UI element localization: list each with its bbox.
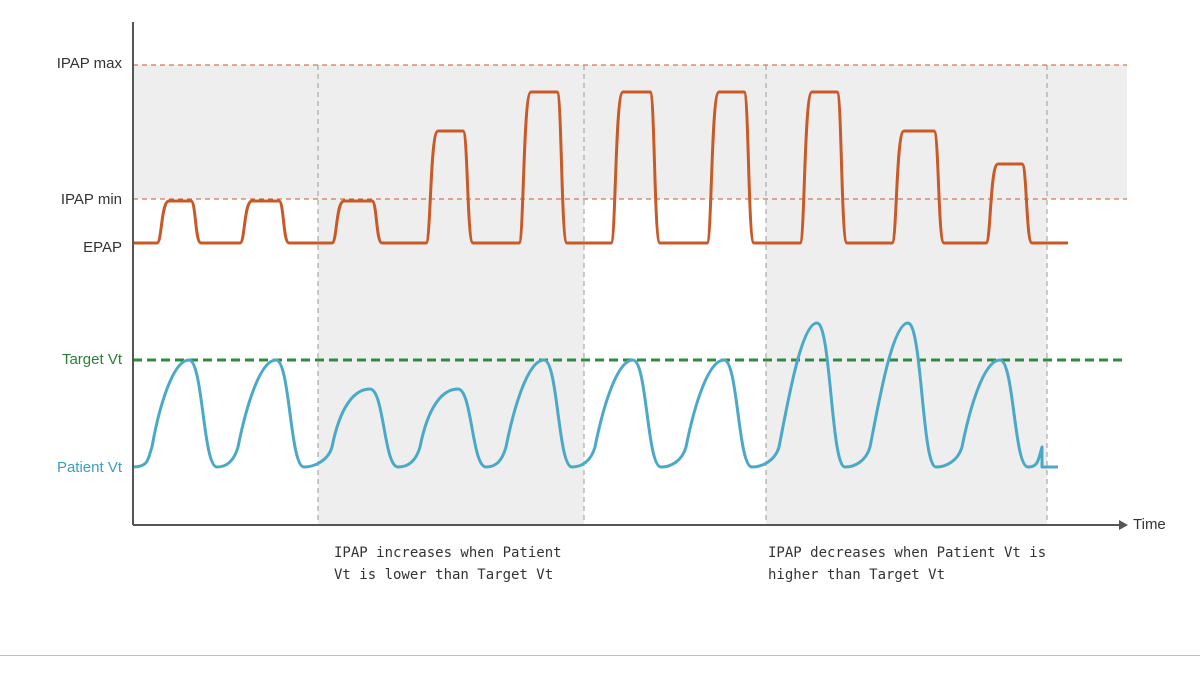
label-target-vt: Target Vt — [61, 351, 122, 368]
x-axis-arrowhead — [1119, 520, 1128, 530]
label-ipap-min: IPAP min — [60, 191, 122, 208]
pressure-waveform — [133, 90, 1068, 245]
label-epap: EPAP — [83, 239, 122, 256]
patient-vt-waveform — [132, 321, 1058, 469]
shade-decrease-region — [766, 199, 1047, 525]
label-patient-vt: Patient Vt — [56, 459, 122, 476]
label-ipap-max: IPAP max — [56, 55, 122, 72]
bottom-divider — [0, 655, 1200, 656]
shade-top-band — [133, 65, 1127, 199]
phase-separators — [317, 65, 1048, 525]
label-time: Time — [1133, 516, 1166, 533]
caption-ipap-decrease: IPAP decreases when Patient Vt is higher… — [768, 545, 1047, 583]
caption-ipap-increase: IPAP increases when Patient Vt is lower … — [334, 545, 562, 583]
shade-increase-region — [318, 199, 584, 525]
